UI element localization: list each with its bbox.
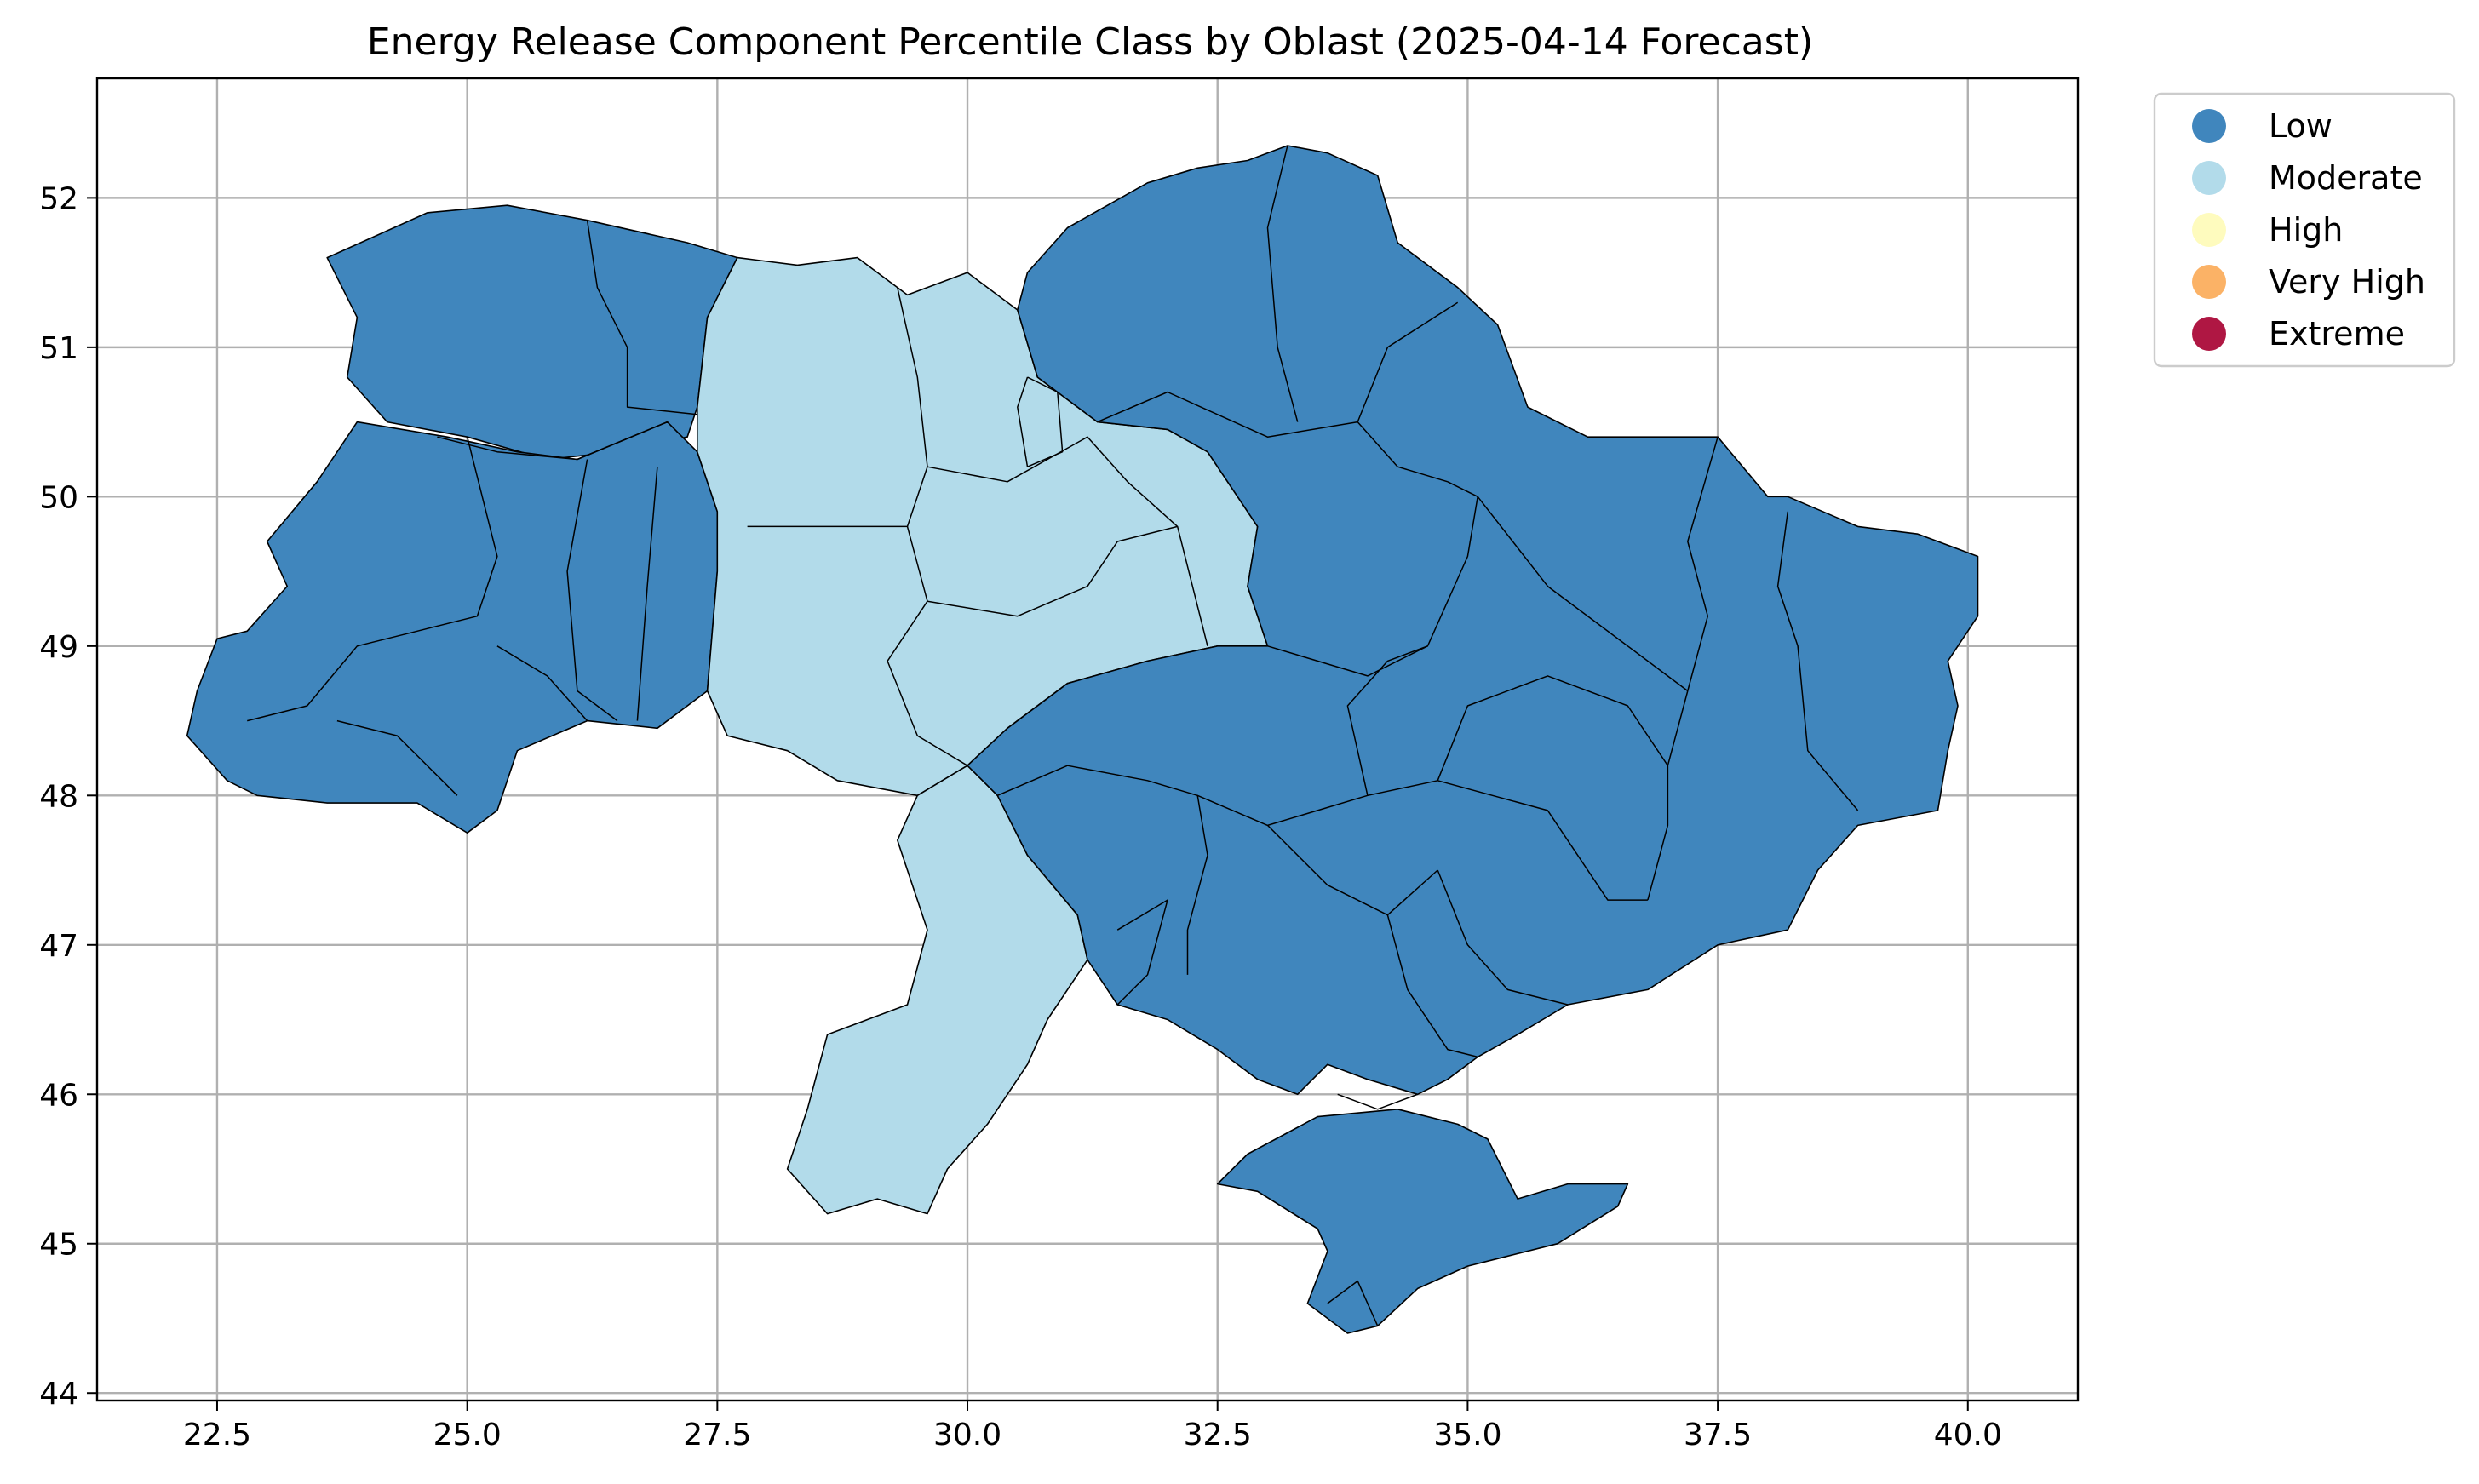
legend-marker-extreme: [2192, 317, 2226, 351]
x-tick-label: 32.5: [1184, 1418, 1252, 1452]
map-regions: [186, 145, 1979, 1334]
y-tick-label: 52: [39, 181, 78, 216]
oblast-border: [586, 220, 697, 415]
oblast-border: [496, 645, 588, 722]
legend-marker-very-high: [2192, 265, 2226, 299]
legend-items: Low Moderate High Very High Extreme: [2192, 107, 2425, 352]
y-tick-label: 49: [39, 630, 78, 665]
y-tick-label: 47: [39, 929, 78, 964]
oblast-border: [1437, 780, 1648, 901]
y-tick-label: 46: [39, 1078, 78, 1113]
oblast-border: [1357, 301, 1459, 422]
legend-label: Very High: [2269, 263, 2425, 301]
oblast-border: [1116, 899, 1168, 1006]
oblast-border: [437, 421, 668, 461]
x-tick-label: 30.0: [933, 1418, 1001, 1452]
oblast-border: [1097, 391, 1449, 483]
y-tick-label: 44: [39, 1377, 78, 1412]
oblast-border: [1266, 824, 1438, 916]
oblast-border: [747, 287, 928, 528]
oblast-region-low: [1216, 1109, 1629, 1334]
x-tick-label: 25.0: [433, 1418, 502, 1452]
oblast-region-low: [326, 204, 738, 461]
legend-label: Moderate: [2269, 159, 2423, 197]
oblast-border: [1776, 511, 1859, 811]
oblast-border: [1327, 1280, 1379, 1326]
y-tick-label: 45: [39, 1228, 78, 1263]
oblast-border: [247, 437, 498, 722]
oblast-region-low: [186, 421, 719, 834]
x-tick-label: 37.5: [1684, 1418, 1752, 1452]
oblast-border: [1267, 481, 1478, 677]
plot-frame: [95, 77, 2080, 1402]
legend-label: Low: [2269, 107, 2333, 145]
oblast-border: [1337, 1093, 1418, 1110]
x-tick-label: 35.0: [1433, 1418, 1501, 1452]
oblast-border: [887, 526, 968, 766]
legend-marker-low: [2192, 109, 2226, 143]
oblast-border: [636, 467, 658, 721]
x-tick-label: 40.0: [1934, 1418, 2002, 1452]
oblast-borders: [247, 145, 1859, 1326]
legend-frame: [2153, 92, 2456, 368]
legend-label: High: [2269, 211, 2343, 249]
legend-marker-moderate: [2192, 161, 2226, 195]
oblast-border: [566, 459, 618, 722]
oblast-border: [1437, 869, 1569, 1006]
y-tick-label: 51: [39, 331, 78, 366]
oblast-region-low: [967, 145, 1979, 1096]
oblast-border: [1346, 645, 1428, 796]
y-tick-label: 48: [39, 779, 78, 814]
x-tick-label: 22.5: [183, 1418, 251, 1452]
oblast-border: [927, 525, 1178, 617]
oblast-border: [336, 719, 458, 796]
oblast-border: [1266, 145, 1299, 422]
oblast-border: [1647, 436, 1719, 901]
legend-label: Extreme: [2269, 315, 2405, 352]
x-axis-ticks: 22.5 25.0 27.5 30.0 32.5 35.0 37.5 40.0: [183, 1401, 2002, 1452]
x-tick-label: 27.5: [683, 1418, 751, 1452]
oblast-border: [927, 436, 1208, 646]
legend: Low Moderate High Very High Extreme: [2153, 92, 2456, 368]
y-axis-ticks: 44 45 46 47 48 49 50 51 52: [39, 181, 97, 1412]
legend-marker-high: [2192, 213, 2226, 247]
oblast-border: [1017, 376, 1064, 467]
chart-title: Energy Release Component Percentile Clas…: [367, 20, 1813, 64]
y-tick-label: 50: [39, 480, 78, 515]
oblast-border: [1477, 496, 1689, 692]
oblast-border: [1386, 914, 1478, 1058]
